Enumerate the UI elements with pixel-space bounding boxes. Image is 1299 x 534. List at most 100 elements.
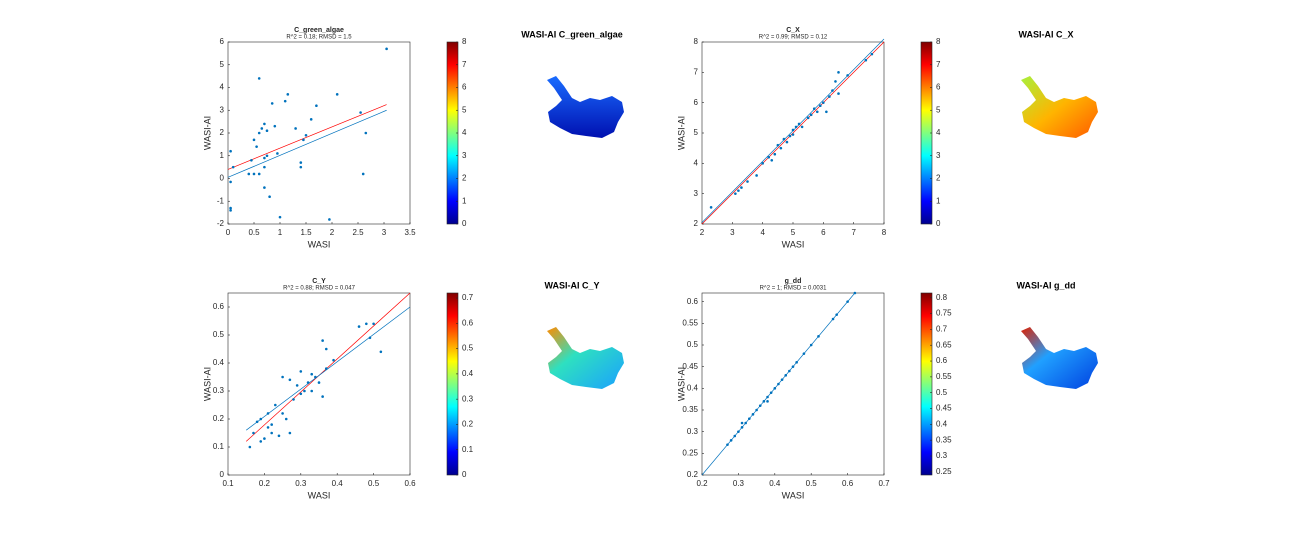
y-tick-label: 0.25 xyxy=(682,448,698,457)
y-axis-label: WASI-AI xyxy=(676,116,686,150)
point xyxy=(229,209,232,212)
colorbar-tick-label: 6 xyxy=(936,83,941,92)
colorbar-tick-label: 1 xyxy=(936,196,941,205)
x-axis-label: WASI xyxy=(782,490,805,500)
axes-box xyxy=(227,292,411,476)
point xyxy=(870,52,874,56)
point xyxy=(270,423,273,426)
point xyxy=(744,421,747,425)
point xyxy=(766,400,769,403)
x-tick-label: 0.2 xyxy=(696,479,708,488)
y-tick-label: 2 xyxy=(694,219,699,228)
x-axis-label: WASI xyxy=(782,239,805,249)
colorbar-tick-label: 0.25 xyxy=(936,467,952,476)
point xyxy=(359,111,362,114)
fit-line xyxy=(227,109,387,178)
point xyxy=(368,336,372,340)
colorbar xyxy=(446,292,459,476)
colorbar-tick-label: 5 xyxy=(462,105,467,114)
point xyxy=(283,99,287,103)
point xyxy=(288,378,292,382)
point xyxy=(265,129,269,133)
point xyxy=(364,131,368,135)
point xyxy=(257,77,261,80)
colorbar-tick-label: 1 xyxy=(462,196,467,205)
plot-subtitle: R^2 = 0.99; RMSD = 0.12 xyxy=(759,35,828,41)
point xyxy=(379,350,383,354)
point xyxy=(782,137,786,141)
x-tick-label: 0.4 xyxy=(769,479,781,488)
point xyxy=(263,156,266,160)
y-tick-label: 4 xyxy=(220,83,225,92)
point xyxy=(324,367,328,370)
y-tick-label: 0.4 xyxy=(213,358,225,367)
point xyxy=(274,403,277,407)
point xyxy=(733,434,737,438)
point xyxy=(788,134,792,138)
y-axis-label: WASI-AI xyxy=(676,367,686,401)
colorbar-tick-label: 0.8 xyxy=(936,293,948,302)
x-tick-label: 0.1 xyxy=(222,479,234,488)
axes-box xyxy=(227,41,411,225)
point xyxy=(784,374,788,377)
colorbar-tick-label: 0.3 xyxy=(936,451,948,460)
point xyxy=(252,138,256,142)
x-tick-label: 7 xyxy=(851,228,856,237)
x-tick-label: 5 xyxy=(791,228,796,237)
x-tick-label: 0.5 xyxy=(248,228,260,237)
point xyxy=(276,152,279,155)
point xyxy=(257,131,261,135)
plot-title: g_dd xyxy=(785,278,802,285)
colorbar xyxy=(920,292,933,476)
y-axis-label: WASI-AI xyxy=(202,367,212,401)
point xyxy=(328,218,331,221)
colorbar-tick-label: 0.4 xyxy=(462,369,474,378)
y-tick-label: -1 xyxy=(217,196,225,205)
point xyxy=(748,417,751,420)
point xyxy=(837,71,840,74)
y-tick-label: 8 xyxy=(694,37,699,46)
map-image xyxy=(1021,76,1098,138)
point xyxy=(794,125,798,129)
point xyxy=(303,389,306,393)
x-tick-label: 3.5 xyxy=(404,228,416,237)
point xyxy=(769,391,773,394)
colorbar-tick-label: 0.65 xyxy=(936,340,952,349)
point xyxy=(255,420,259,424)
y-tick-label: 5 xyxy=(220,60,225,69)
point xyxy=(263,186,266,189)
x-tick-label: 3 xyxy=(730,228,735,237)
plot-subtitle: R^2 = 0.18; RMSD = 1.5 xyxy=(286,35,352,41)
point xyxy=(846,300,849,303)
point xyxy=(815,110,819,114)
point xyxy=(259,440,263,443)
map-title: WASI-AI C_Y xyxy=(544,280,599,290)
point xyxy=(846,74,849,77)
point xyxy=(785,140,789,144)
colorbar-tick-label: 0.2 xyxy=(462,420,474,429)
point xyxy=(806,116,810,120)
point xyxy=(310,389,314,393)
point xyxy=(288,431,292,435)
y-tick-label: -2 xyxy=(217,219,225,228)
colorbar-tick-label: 0 xyxy=(462,470,467,479)
y-tick-label: 0.6 xyxy=(687,297,699,306)
point xyxy=(737,189,740,192)
point xyxy=(252,431,255,435)
point xyxy=(265,154,269,158)
x-tick-label: 0.2 xyxy=(259,479,271,488)
map-title: WASI-AI C_green_algae xyxy=(521,29,623,39)
point xyxy=(231,165,235,169)
x-tick-label: 6 xyxy=(821,228,826,237)
y-tick-label: 7 xyxy=(694,67,699,76)
point xyxy=(825,110,828,114)
point xyxy=(277,434,281,438)
point xyxy=(299,161,303,164)
point xyxy=(834,80,837,83)
colorbar-tick-label: 0.7 xyxy=(936,325,948,334)
point xyxy=(791,365,795,368)
colorbar-tick-label: 0 xyxy=(936,219,941,228)
x-tick-label: 2.5 xyxy=(352,228,364,237)
